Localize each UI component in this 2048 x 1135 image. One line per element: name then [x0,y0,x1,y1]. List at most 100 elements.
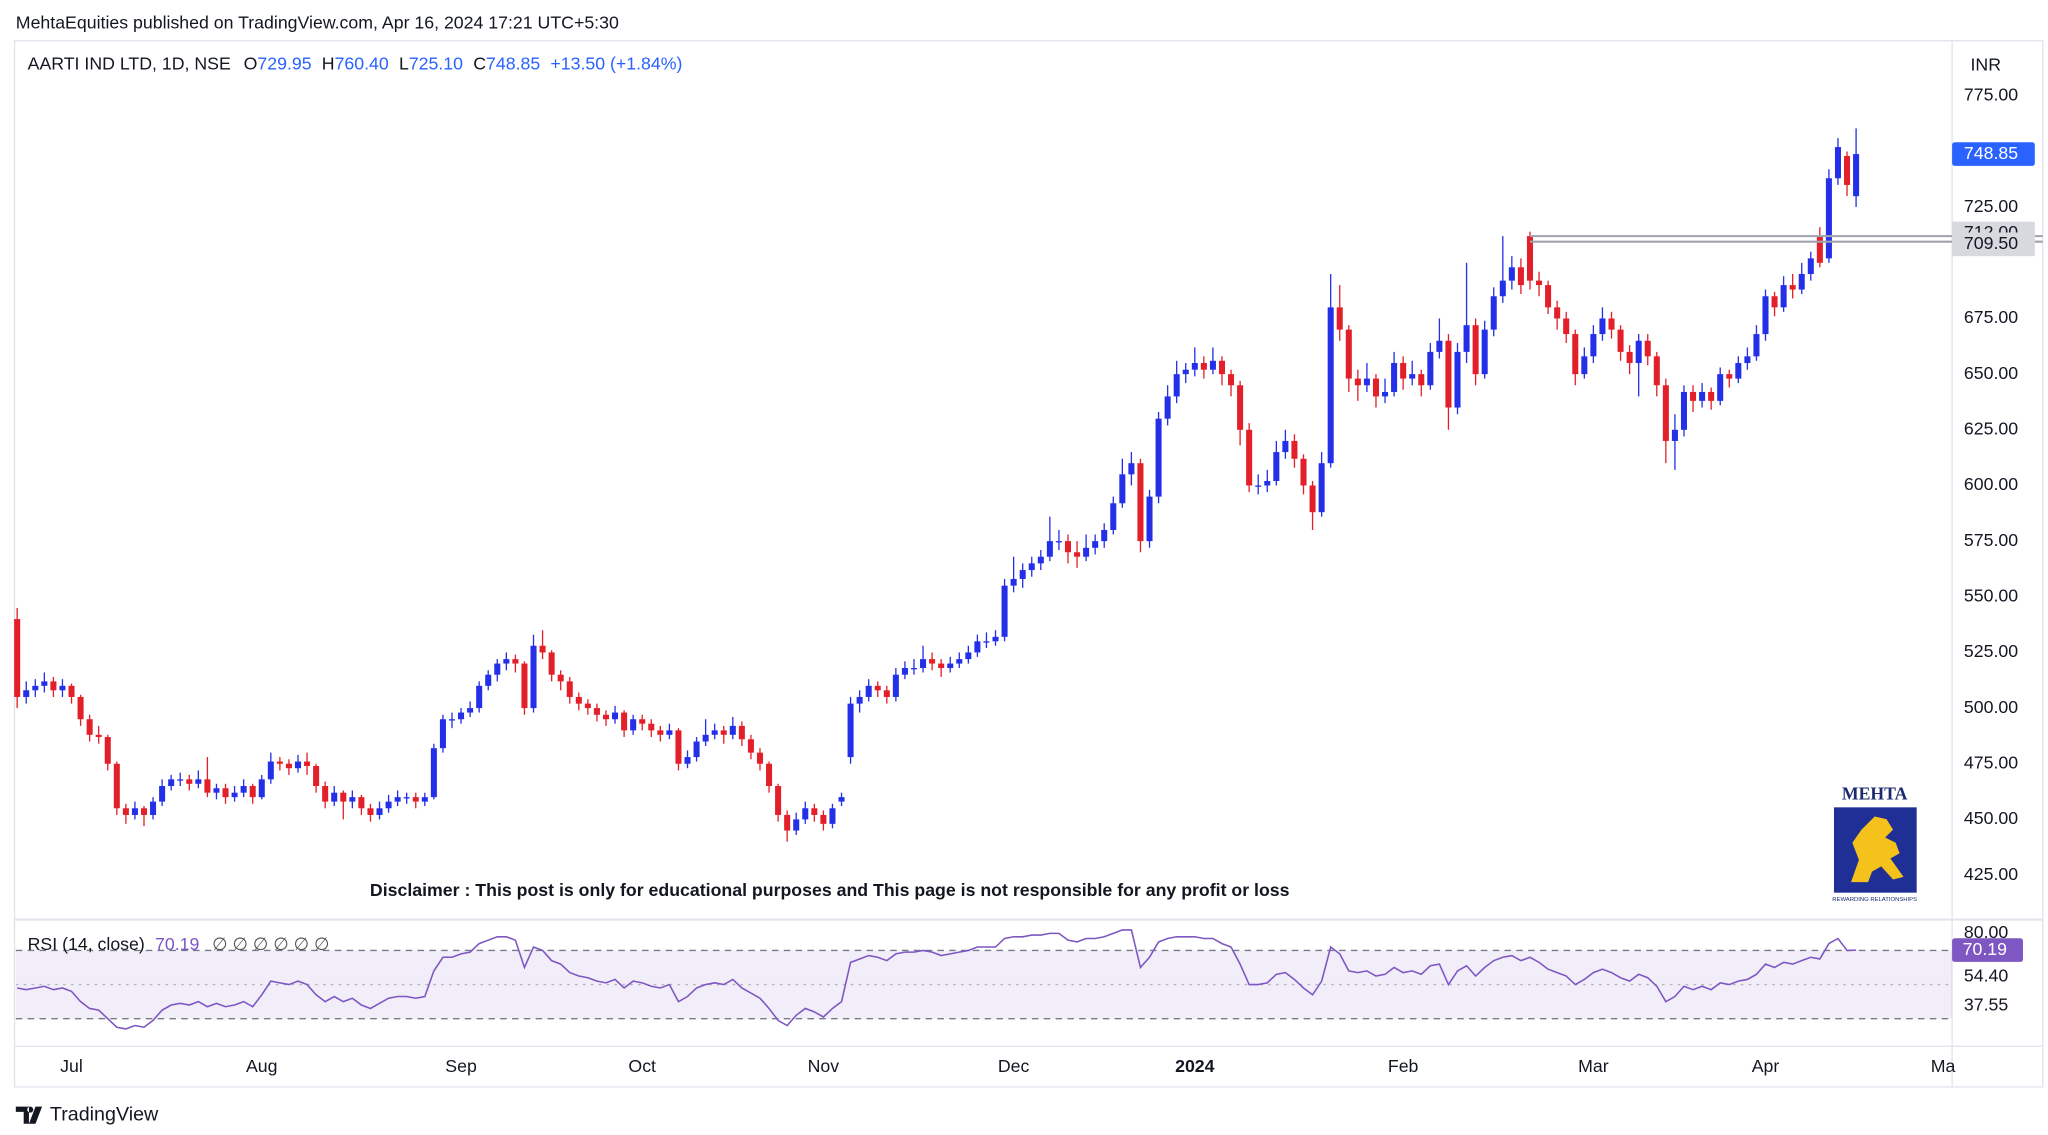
candle-body [1200,363,1207,370]
candle-body [729,725,736,735]
rsi-badge [1952,938,2023,962]
candle-body [711,730,718,735]
candle-body [131,808,138,815]
candle-body [1128,463,1135,475]
candle-body [104,737,111,764]
last-price-label: 748.85 [1964,143,2018,163]
y-tick-label: 650.00 [1964,363,2018,383]
candle-body [874,685,881,691]
candle-body [1825,178,1832,259]
candle-body [539,645,546,653]
candle-body [1463,325,1470,352]
y-tick-label: 500.00 [1964,697,2018,717]
candle-body [195,779,202,784]
candle-body [1671,429,1678,441]
change: +13.50 (+1.84%) [550,53,682,73]
candle-body [322,786,329,802]
candle-body [177,779,184,781]
candle-body [1744,356,1751,364]
x-tick-label: Ma [1931,1056,1956,1076]
plot [14,128,2043,1030]
x-tick-label: Aug [246,1056,278,1076]
candle-body [639,719,646,724]
candle-body [974,641,981,653]
candle-body [476,685,483,709]
candle-body [738,725,745,740]
x-tick-label: Oct [628,1056,656,1076]
ohlc-value: 729.95 [257,53,311,73]
candle-body [1554,307,1561,319]
candle-body [747,739,754,753]
candle-body [86,719,93,735]
candle-body [1055,541,1062,543]
candle-body [1119,474,1126,504]
candle-body [1753,334,1760,357]
candle-body [1391,363,1398,392]
candle-body [883,690,890,697]
candle-body [1472,325,1479,375]
candle-body [204,779,211,793]
candle-body [1409,374,1416,379]
candle-body [1563,318,1570,335]
candle-body [1590,334,1597,357]
candle-body [1019,570,1026,579]
candle-body [802,808,809,820]
candle-body [1327,307,1334,464]
candle-body [901,668,908,675]
candle-body [1844,155,1851,185]
candle-body [920,659,927,669]
ohlc-prefix: C [473,53,486,73]
y-tick-label: 725.00 [1964,196,2018,216]
ohlc-value: 760.40 [335,53,389,73]
x-tick-label: 2024 [1175,1056,1215,1076]
candle-body [593,708,600,715]
candle-body [503,659,510,664]
x-tick-label: Sep [445,1056,477,1076]
candle-body [1735,363,1742,379]
footer-text: TradingView [50,1103,159,1125]
candle-body [1309,485,1316,513]
candle-body [621,712,628,731]
candle-body [612,712,619,720]
candle-body [14,619,21,697]
candle-body [1155,418,1162,497]
candle-body [285,763,292,769]
candle-body [1037,556,1044,564]
candle-body [1182,369,1189,375]
logo: MEHTA REWARDING RELATIONSHIPS [1832,784,1917,903]
candle-body [394,797,401,802]
candle-body [59,685,66,691]
candle-body [358,797,365,809]
rsi-extra: ∅ ∅ ∅ ∅ ∅ ∅ [212,934,329,954]
candle-body [376,808,383,815]
candle-body [1092,541,1099,548]
candle-body [1635,340,1642,364]
candle-body [1074,552,1081,557]
candle-body [467,708,474,713]
candle-body [766,763,773,787]
candle-body [1644,340,1651,357]
candle-body [32,685,39,691]
candle-body [892,674,899,697]
candle-body [231,792,238,798]
y-tick-label: 450.00 [1964,808,2018,828]
last-price-badge [1952,142,2035,166]
candle-body [1708,391,1715,401]
candle-body [775,786,782,815]
rsi-tick-label: 37.55 [1964,994,2008,1014]
candle-body [1282,440,1289,453]
candle-body [1001,585,1008,637]
x-tick-label: Dec [998,1056,1030,1076]
candle-body [1345,329,1352,379]
candle-body [159,786,166,802]
candle-body [684,757,691,764]
candle-body [186,779,193,784]
candle-body [1816,236,1823,263]
candle-body [222,788,229,798]
logo-tagline: REWARDING RELATIONSHIPS [1832,897,1917,903]
ohlc-value: 725.10 [409,53,463,73]
rsi-band-fill [15,950,1953,1019]
candle-body [1481,329,1488,375]
candle-body [1599,318,1606,335]
